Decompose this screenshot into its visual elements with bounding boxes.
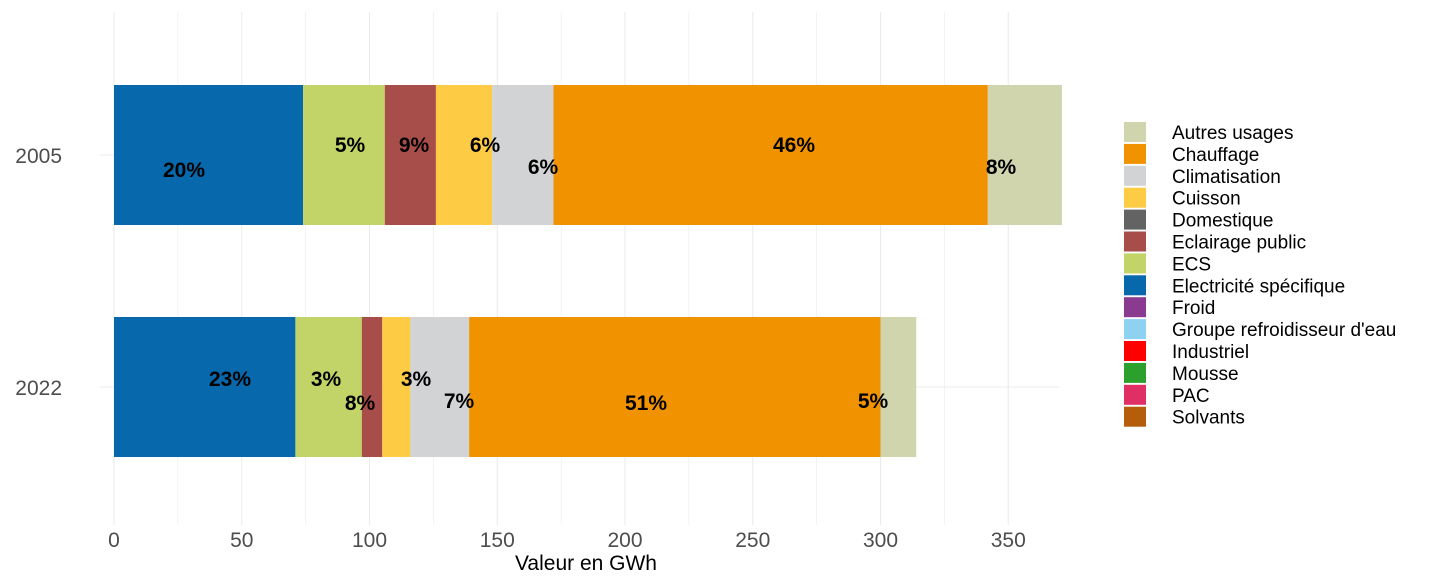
bar-segment (303, 85, 385, 225)
x-tick-label: 250 (735, 529, 770, 552)
bar-data-label: 20% (163, 159, 205, 182)
bar-segment (880, 317, 917, 457)
legend-label: Climatisation (1172, 167, 1281, 188)
bar-data-label: 46% (773, 134, 815, 157)
bar-labels: 20% 23% 5% 3% 9% 8% 6% 3% 6% 7% 46% 51% 8% 5% (163, 134, 1017, 415)
legend-label: Mousse (1172, 364, 1239, 385)
bar-data-label: 9% (399, 134, 430, 157)
bar-segment (114, 85, 304, 225)
bar-data-label: 23% (209, 368, 251, 391)
bar-data-label: 7% (444, 390, 475, 413)
bar-data-label: 5% (858, 390, 889, 413)
bar-data-label: 8% (986, 156, 1017, 179)
bar-data-label: 3% (401, 368, 432, 391)
x-tick-label: 100 (352, 529, 387, 552)
legend-key (1124, 165, 1146, 186)
legend-label: Cuisson (1172, 189, 1241, 210)
legend-label: Industriel (1172, 342, 1249, 363)
x-tick-label: 150 (480, 529, 515, 552)
bar-data-label: 6% (470, 134, 501, 157)
x-tick-label: 0 (108, 529, 120, 552)
legend-label: ECS (1172, 254, 1211, 275)
legend-key (1124, 187, 1146, 208)
legend-label: Eclairage public (1172, 233, 1306, 254)
legend-key (1124, 122, 1146, 142)
bar-data-label: 5% (335, 134, 366, 157)
legend-key (1124, 406, 1146, 427)
bar-segment (553, 85, 988, 225)
bar-data-label: 3% (311, 368, 342, 391)
legend-label: Solvants (1172, 408, 1245, 429)
x-tick-label: 350 (991, 529, 1026, 552)
y-axis-ticks: 2005 2022 (15, 145, 62, 400)
bar-data-label: 8% (345, 392, 376, 415)
legend-key (1124, 384, 1146, 405)
bar-segment (492, 85, 554, 225)
x-tick-label: 200 (607, 529, 642, 552)
bar-segment (987, 85, 1062, 225)
legend-key (1124, 253, 1146, 274)
legend-key (1124, 143, 1146, 164)
x-axis-title: Valeur en GWh (515, 552, 657, 575)
legend-label: Autres usages (1172, 123, 1293, 144)
x-axis-ticks: 0 50 100 150 200 250 300 350 (108, 529, 1026, 552)
bar-segment (382, 317, 411, 457)
legend-label: Electricité spécifique (1172, 276, 1345, 297)
y-tick-label: 2005 (15, 145, 62, 168)
legend-key (1124, 362, 1146, 383)
legend-key (1124, 209, 1146, 230)
legend-label: Domestique (1172, 211, 1273, 232)
legend-label: Chauffage (1172, 145, 1259, 166)
legend-key (1124, 341, 1146, 361)
bar-segment (384, 85, 436, 225)
legend-key (1124, 319, 1146, 340)
bar-segment (435, 85, 493, 225)
bar-segment (361, 317, 383, 457)
legend-label: Groupe refroidisseur d'eau (1172, 320, 1396, 341)
bar-segment (295, 317, 362, 457)
legend-key (1124, 231, 1146, 252)
bars (114, 85, 1062, 457)
legend-key (1124, 275, 1146, 296)
bar-data-label: 6% (528, 156, 559, 179)
legend-key (1124, 297, 1146, 318)
bar-segment (469, 317, 881, 457)
bar-data-label: 51% (625, 392, 667, 415)
legend-label: Froid (1172, 298, 1215, 319)
x-tick-label: 50 (230, 529, 253, 552)
y-tick-label: 2022 (15, 377, 62, 400)
bar-segment (114, 317, 296, 457)
x-tick-label: 300 (863, 529, 898, 552)
legend: Autres usagesChauffageClimatisationCuiss… (1124, 122, 1396, 429)
legend-label: PAC (1172, 386, 1210, 407)
bar-segment (410, 317, 470, 457)
